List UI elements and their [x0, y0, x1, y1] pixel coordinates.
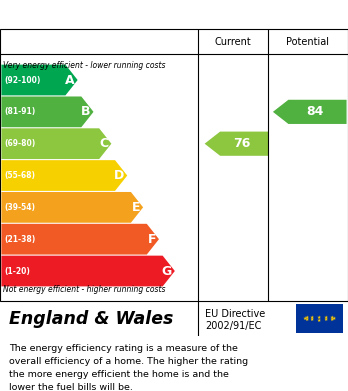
Text: E: E [132, 201, 140, 214]
Polygon shape [205, 132, 269, 156]
Text: ★: ★ [331, 316, 335, 321]
Text: ★: ★ [305, 317, 309, 322]
Text: (21-38): (21-38) [4, 235, 35, 244]
Text: Potential: Potential [286, 36, 330, 47]
Text: (1-20): (1-20) [4, 267, 30, 276]
Text: Not energy efficient - higher running costs: Not energy efficient - higher running co… [3, 285, 166, 294]
Text: Very energy efficient - lower running costs: Very energy efficient - lower running co… [3, 61, 166, 70]
Polygon shape [1, 224, 159, 255]
Text: The energy efficiency rating is a measure of the
overall efficiency of a home. T: The energy efficiency rating is a measur… [9, 344, 248, 391]
Text: 2002/91/EC: 2002/91/EC [205, 321, 262, 332]
Bar [296, 304, 343, 334]
Text: ★: ★ [317, 317, 322, 323]
Polygon shape [1, 65, 78, 95]
Text: (92-100): (92-100) [4, 75, 41, 84]
Text: A: A [65, 74, 75, 86]
Text: ★: ★ [324, 315, 329, 320]
Text: Current: Current [215, 36, 252, 47]
Text: G: G [162, 265, 172, 278]
Text: England & Wales: England & Wales [9, 310, 173, 328]
Polygon shape [1, 256, 175, 286]
Text: (81-91): (81-91) [4, 108, 35, 117]
Text: (55-68): (55-68) [4, 171, 35, 180]
Text: ★: ★ [329, 316, 334, 321]
Polygon shape [1, 160, 127, 191]
Text: Energy Efficiency Rating: Energy Efficiency Rating [9, 7, 211, 22]
Text: 76: 76 [233, 137, 250, 150]
Text: 84: 84 [307, 105, 324, 118]
Text: ★: ★ [317, 315, 322, 320]
Text: (69-80): (69-80) [4, 139, 35, 148]
Text: ★: ★ [310, 317, 315, 323]
Polygon shape [1, 97, 94, 127]
Text: B: B [81, 105, 91, 118]
Polygon shape [273, 100, 347, 124]
Text: C: C [100, 137, 109, 150]
Text: D: D [114, 169, 125, 182]
Text: ★: ★ [324, 317, 329, 323]
Text: (39-54): (39-54) [4, 203, 35, 212]
Text: ★: ★ [303, 316, 307, 321]
Text: EU Directive: EU Directive [205, 309, 266, 319]
Polygon shape [1, 192, 143, 223]
Text: ★: ★ [310, 315, 315, 320]
Text: F: F [148, 233, 156, 246]
Text: ★: ★ [329, 317, 334, 322]
Text: ★: ★ [305, 316, 309, 321]
Polygon shape [1, 128, 111, 159]
